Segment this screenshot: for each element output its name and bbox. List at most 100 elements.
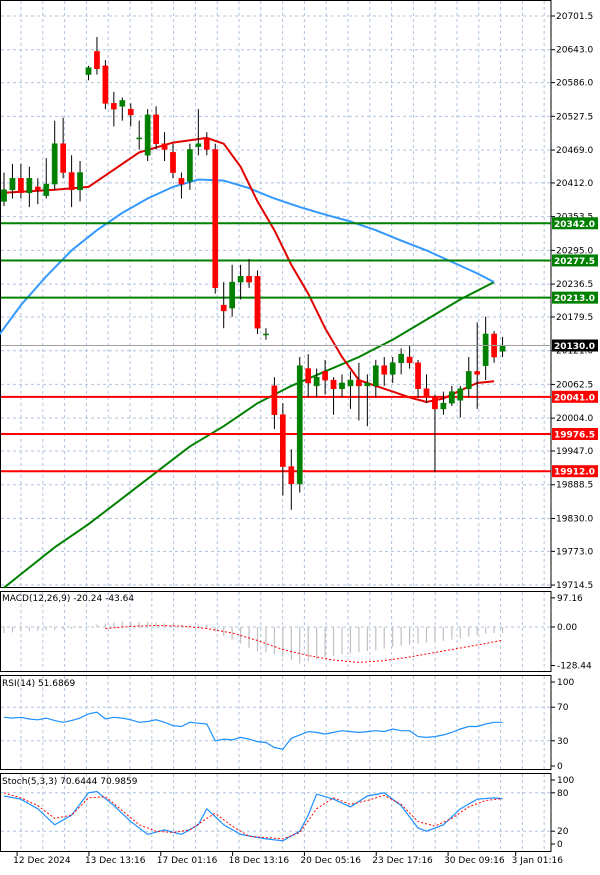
level-label-text: 19976.5 [554, 431, 595, 441]
rsi-y-label: 100 [557, 678, 574, 688]
y-tick-label: 19773.0 [556, 547, 593, 557]
candle-bull [347, 379, 354, 387]
candle-bull [43, 183, 50, 196]
candle-bear [254, 276, 261, 329]
candle-bull [398, 353, 404, 364]
y-tick-label: 20469.0 [556, 146, 593, 156]
candle-bull [457, 388, 464, 401]
candle-bear [178, 178, 185, 185]
x-tick-label: 20 Dec 05:16 [300, 856, 361, 866]
ma-mid-line [0, 178, 495, 336]
level-label-text: 19912.0 [554, 468, 595, 478]
x-tick-label: 13 Dec 13:16 [85, 856, 146, 866]
candle-bear [161, 143, 168, 150]
candle-bear [94, 51, 100, 70]
candle-bear [432, 397, 438, 410]
candle-bull [144, 114, 151, 156]
y-tick-label: 20062.5 [556, 380, 593, 390]
candle-bull [229, 281, 236, 309]
candle-bull [77, 172, 83, 191]
rsi-line [3, 711, 503, 750]
current-price-label: 20130.0 [552, 339, 598, 352]
y-tick-label: 20295.0 [556, 246, 593, 256]
y-tick-label: 20586.0 [556, 79, 593, 89]
level-label-text: 20342.0 [554, 220, 595, 230]
candle-bear [203, 137, 210, 150]
candle-bear [212, 149, 219, 289]
ma-fast-line [3, 136, 495, 404]
vertical-grid [20, 1, 545, 851]
candle-bear [68, 172, 75, 191]
candle-bear [170, 152, 176, 173]
candle-bear [474, 371, 481, 375]
level-label: 20213.0 [552, 291, 598, 304]
x-axis: 12 Dec 2024 13 Dec 13:16 17 Dec 01:16 18 De… [13, 852, 563, 866]
candle-bull [389, 362, 396, 375]
level-label-bg [552, 428, 598, 441]
y-tick-label: 19888.5 [556, 481, 593, 491]
level-label-bg [552, 465, 598, 478]
candle-bull [1, 189, 7, 202]
x-tick-label: 18 Dec 13:16 [229, 856, 290, 866]
candle-bear [220, 304, 227, 312]
candle-bull [449, 391, 455, 404]
candle-bull [339, 382, 345, 389]
candle-bear [381, 365, 388, 375]
candle-bear [356, 379, 362, 387]
y-tick-label: 20179.5 [556, 313, 593, 323]
level-label: 20342.0 [552, 217, 598, 230]
stoch-y-label: 20 [557, 827, 569, 837]
rsi-y-label: 30 [557, 737, 569, 747]
candle-bear [153, 114, 159, 144]
ma-slow-line [3, 281, 495, 589]
level-label-text: 20041.0 [554, 393, 595, 403]
stoch-main-line [3, 790, 503, 842]
candle-bear [288, 466, 295, 485]
rsi-label: RSI(14) 51.6869 [2, 679, 75, 689]
pane-main [0, 0, 552, 588]
candle-bear [406, 356, 413, 364]
candle-bear [305, 368, 312, 384]
candle-bear [111, 103, 117, 110]
y-tick-label: 19947.0 [556, 447, 593, 457]
pane-macd [0, 591, 552, 672]
x-tick-label: 23 Dec 17:16 [372, 856, 433, 866]
level-label: 20041.0 [552, 390, 598, 403]
candle-bull [9, 178, 16, 191]
level-label-text: 20213.0 [554, 294, 595, 304]
macd-y-label: 97.16 [557, 594, 583, 604]
level-label-bg [552, 217, 598, 230]
candle-bear [102, 65, 109, 104]
y-tick-label: 19830.0 [556, 514, 593, 524]
candle-bull [136, 137, 143, 140]
rsi-y-label: 0 [557, 762, 563, 772]
macd-histogram [3, 621, 504, 664]
candle-bear [330, 379, 337, 389]
stoch-signal-line [3, 792, 503, 840]
level-label: 20277.5 [552, 254, 598, 267]
level-label-bg [552, 254, 598, 267]
level-label-text: 20277.5 [554, 257, 595, 267]
y-tick-label: 20004.0 [556, 414, 593, 424]
candle-bear [60, 143, 66, 173]
candle-bear [415, 362, 421, 389]
candle-bear [18, 178, 24, 193]
candle-bull [26, 178, 33, 193]
candle-bear [34, 186, 41, 191]
candle-bull [195, 143, 202, 147]
y-tick-label: 19714.5 [556, 581, 593, 591]
candle-bull [187, 149, 193, 182]
level-label: 19912.0 [552, 465, 598, 478]
level-label-bg [552, 390, 598, 403]
y-tick-label: 20527.5 [556, 112, 593, 122]
x-tick-label: 30 Dec 09:16 [444, 856, 505, 866]
x-tick-label: 12 Dec 2024 [13, 856, 71, 866]
candle-bear [423, 388, 430, 398]
candle-bull [482, 333, 489, 366]
candle-bull [499, 345, 506, 352]
y-tick-label: 20121.0 [556, 347, 593, 357]
candle-bull [119, 100, 126, 107]
candle-bull [372, 365, 379, 387]
candle-bear [246, 276, 252, 283]
